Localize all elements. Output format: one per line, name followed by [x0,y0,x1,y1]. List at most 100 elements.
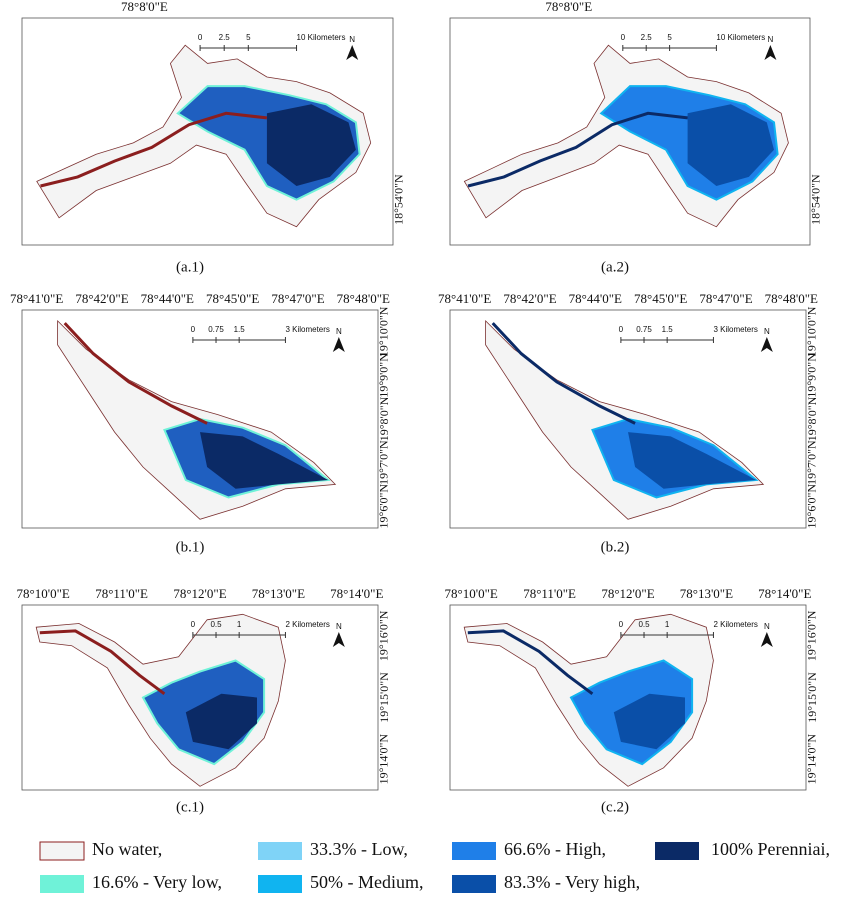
scale-label: 0 [191,325,196,334]
perennial-zone [613,693,685,750]
scale-label: 0 [621,33,626,42]
map-panel: 78°10'0"E 78°11'0"E 78°12'0"E 78°13'0"E 78°1… [17,586,391,815]
longitude-label: 78°12'0"E [601,586,654,601]
north-label: N [768,35,774,44]
latitude-label: 19°9'0"N [377,353,391,398]
panel-caption: (b.2) [601,539,630,555]
perennial-zone [687,104,774,186]
panel-caption: (a.1) [176,259,204,275]
scale-label: 1.5 [662,325,674,334]
latitude-label: 19°10'0"N [805,306,819,357]
latitude-label: 19°15'0"N [805,672,819,723]
north-arrow [332,337,345,352]
longitude-label: 78°12'0"E [173,586,226,601]
scale-label: 10 Kilometers [297,33,346,42]
longitude-label: 78°8'0"E [545,0,592,14]
river-channel [63,322,208,425]
scale-label: 2.5 [641,33,653,42]
longitude-label: 78°11'0"E [523,586,576,601]
legend-swatch [39,841,85,861]
longitude-label: 78°14'0"E [758,586,811,601]
latitude-label: 19°16'0"N [377,610,391,661]
legend-swatch [258,875,302,893]
scale-label: 2 Kilometers [713,620,757,629]
scale-label: 0.75 [636,325,652,334]
longitude-label: 78°45'0"E [206,291,259,306]
scale-label: 1 [665,620,670,629]
scale-label: 1 [237,620,242,629]
north-arrow [764,45,777,60]
scale-label: 2.5 [219,33,231,42]
legend-swatch [452,875,496,893]
perennial-zone [185,693,257,750]
river-channel [467,629,594,696]
north-label: N [349,35,355,44]
latitude-label: 19°14'0"N [377,734,391,785]
map-panel: 78°10'0"E 78°11'0"E 78°12'0"E 78°13'0"E 78°1… [445,586,819,815]
scale-label: 0 [191,620,196,629]
latitude-label: 19°16'0"N [805,610,819,661]
river-channel [491,322,636,425]
north-arrow [332,632,345,647]
panel-caption: (c.1) [176,799,204,815]
scale-label: 0 [619,620,624,629]
latitude-label: 19°14'0"N [805,734,819,785]
map-panel: 78°41'0"E 78°42'0"E 78°44'0"E 78°45'0"E 78°4… [10,291,391,555]
latitude-label: 19°8'0"N [805,396,819,441]
latitude-label: 18°54'0"N [809,174,823,225]
latitude-label: 19°7'0"N [377,440,391,485]
north-label: N [764,327,770,336]
longitude-label: 78°11'0"E [95,586,148,601]
panel-caption: (a.2) [601,259,629,275]
longitude-label: 78°42'0"E [75,291,128,306]
longitude-label: 78°44'0"E [141,291,194,306]
legend-label: No water, [92,839,162,859]
longitude-label: 78°48'0"E [337,291,390,306]
legend-label: 50% - Medium, [310,872,423,892]
legend-label: 83.3% - Very high, [504,872,640,892]
north-label: N [336,327,342,336]
latitude-label: 19°15'0"N [377,672,391,723]
legend-label: 66.6% - High, [504,839,606,859]
legend-label: 16.6% - Very low, [92,872,222,892]
longitude-label: 78°14'0"E [330,586,383,601]
legend-swatch [258,842,302,860]
scale-label: 5 [667,33,672,42]
longitude-label: 78°41'0"E [438,291,491,306]
scale-label: 0.5 [210,620,222,629]
latitude-label: 19°9'0"N [805,353,819,398]
latitude-label: 19°7'0"N [805,440,819,485]
perennial-zone [266,104,356,186]
scale-label: 10 Kilometers [716,33,765,42]
latitude-label: 19°8'0"N [377,396,391,441]
map-panel: 78°8'0"E 18°54'0"N 0 2.5 5 10 Kilometers N (a.1… [21,0,406,275]
scale-label: 0 [198,33,203,42]
north-label: N [764,622,770,631]
latitude-label: 19°6'0"N [805,484,819,529]
map-panel: 78°8'0"E 18°54'0"N 0 2.5 5 10 Kilometers N (a.2… [449,0,823,275]
longitude-label: 78°47'0"E [271,291,324,306]
longitude-label: 78°10'0"E [17,586,70,601]
perennial-zone [628,432,757,489]
longitude-label: 78°41'0"E [10,291,63,306]
perennial-zone [200,432,329,489]
legend-swatch [452,842,496,860]
north-arrow [760,632,773,647]
legend-swatch [655,842,699,860]
panel-caption: (c.2) [601,799,629,815]
longitude-label: 78°45'0"E [634,291,687,306]
legend-label: 100% Perenniai, [711,839,830,859]
longitude-label: 78°8'0"E [121,0,168,14]
longitude-label: 78°13'0"E [252,586,305,601]
scale-label: 3 Kilometers [713,325,757,334]
longitude-label: 78°10'0"E [445,586,498,601]
longitude-label: 78°42'0"E [503,291,556,306]
longitude-label: 78°48'0"E [765,291,818,306]
latitude-label: 19°6'0"N [377,484,391,529]
map-panel: 78°41'0"E 78°42'0"E 78°44'0"E 78°45'0"E 78°4… [438,291,819,555]
latitude-label: 18°54'0"N [392,174,406,225]
north-label: N [336,622,342,631]
north-arrow [346,45,359,60]
panel-caption: (b.1) [176,539,205,555]
